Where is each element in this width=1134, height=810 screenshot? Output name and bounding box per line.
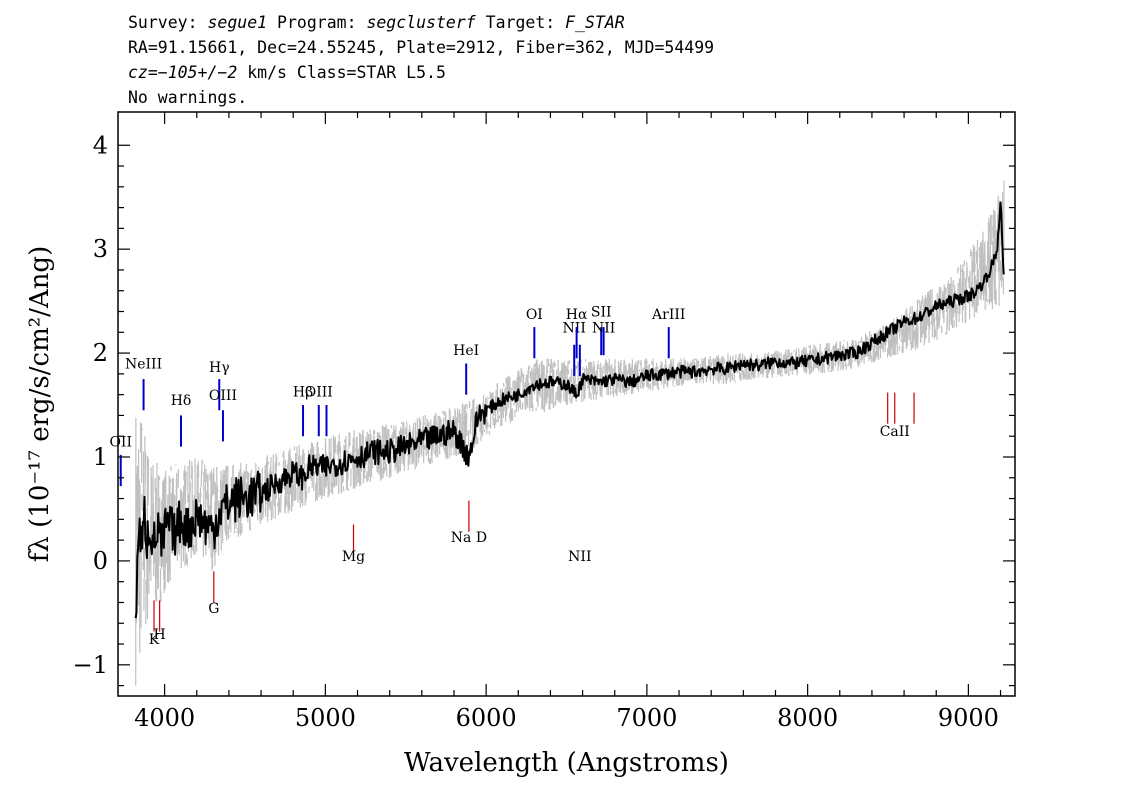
noise-envelope-trace bbox=[135, 180, 1005, 686]
flux-line bbox=[134, 201, 1005, 619]
absorption-line-label: CaII bbox=[880, 424, 910, 440]
noise-envelope bbox=[135, 180, 1005, 686]
emission-line-label: OIII bbox=[305, 385, 333, 401]
emission-line-label: ArIII bbox=[651, 307, 685, 323]
emission-line-label: Hδ bbox=[171, 393, 192, 409]
emission-line-label: NII bbox=[563, 320, 586, 336]
x-tick-label: 9000 bbox=[938, 704, 999, 732]
x-tick-label: 4000 bbox=[134, 704, 195, 732]
y-tick-label: −1 bbox=[73, 651, 108, 679]
emission-line-label: SII bbox=[591, 305, 612, 321]
x-tick-label: 7000 bbox=[616, 704, 677, 732]
axis-ticks: 4000 5000 6000 7000 8000 9000 −1 0 1 2 3 4 bbox=[73, 112, 1015, 732]
plot-frame bbox=[117, 111, 1016, 697]
emission-line-label: NeIII bbox=[125, 357, 162, 373]
program-value: segclusterf bbox=[366, 13, 476, 32]
flux-series bbox=[134, 201, 1005, 619]
header-line-warnings: No warnings. bbox=[128, 88, 248, 107]
emission-line-label: Hβ bbox=[293, 385, 313, 401]
y-tick-label: 1 bbox=[93, 443, 108, 471]
x-tick-label: 8000 bbox=[777, 704, 838, 732]
cz-value: cz=−105+/−2 bbox=[128, 63, 238, 82]
class-value: km/s Class=STAR L5.5 bbox=[237, 63, 446, 82]
y-tick-label: 0 bbox=[93, 547, 108, 575]
header-line-coordinates: RA=91.15661, Dec=24.55245, Plate=2912, F… bbox=[128, 38, 715, 57]
absorption-line-label: H bbox=[154, 627, 166, 643]
emission-line-label: Hγ bbox=[209, 360, 230, 376]
emission-line-label: HeI bbox=[453, 343, 479, 359]
y-tick-label: 2 bbox=[93, 339, 108, 367]
emission-line-label: Hα bbox=[566, 307, 588, 323]
x-axis-label: Wavelength (Angstroms) bbox=[404, 748, 729, 778]
emission-line-label: OI bbox=[526, 307, 543, 323]
emission-line-label: OIII bbox=[209, 388, 237, 404]
y-tick-label: 3 bbox=[93, 235, 108, 263]
y-tick-label: 4 bbox=[93, 131, 108, 159]
x-tick-label: 5000 bbox=[295, 704, 356, 732]
target-value: F_STAR bbox=[565, 13, 625, 32]
absorption-line-label: G bbox=[208, 601, 219, 617]
emission-line-label: NII bbox=[568, 549, 591, 565]
survey-value: segue1 bbox=[207, 13, 268, 32]
absorption-line-label: Na D bbox=[451, 530, 487, 546]
x-tick-label: 6000 bbox=[456, 704, 517, 732]
header-line-survey: Survey: segue1 Program: segclusterf Targ… bbox=[128, 13, 625, 32]
absorption-line-label: K bbox=[149, 632, 160, 648]
spectrum-header: Survey: segue1 Program: segclusterf Targ… bbox=[128, 10, 714, 110]
header-line-redshift: cz=−105+/−2 km/s Class=STAR L5.5 bbox=[128, 60, 714, 85]
emission-line-label: OII bbox=[109, 435, 132, 451]
y-axis-label: fλ (10⁻¹⁷ erg/s/cm²/Ang) bbox=[25, 246, 55, 562]
emission-line-label: NII bbox=[592, 320, 615, 336]
absorption-line-label: Mg bbox=[342, 549, 365, 565]
